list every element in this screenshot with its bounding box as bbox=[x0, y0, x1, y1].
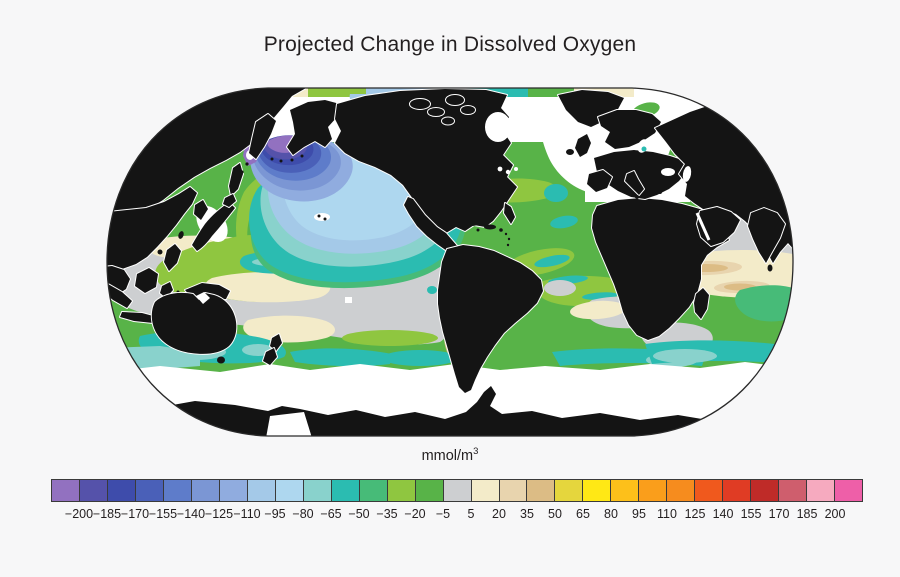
landmass-kamchatka bbox=[248, 113, 277, 160]
colorbar-tick-label: 65 bbox=[576, 507, 590, 521]
colorbar-tick-label: 200 bbox=[824, 507, 846, 521]
colorbar-cell bbox=[695, 480, 724, 501]
baltic-sea-dot bbox=[641, 146, 647, 152]
colorbar-tick-label: 95 bbox=[632, 507, 646, 521]
colorbar-tick-label: 140 bbox=[712, 507, 734, 521]
colorbar-tick-label: −20 bbox=[404, 507, 426, 521]
colorbar-cell bbox=[835, 480, 863, 501]
colorbar-cell bbox=[219, 480, 248, 501]
colorbar-cell bbox=[247, 480, 276, 501]
colorbar-cell bbox=[135, 480, 164, 501]
colorbar-cell bbox=[779, 480, 808, 501]
colorbar-cell bbox=[79, 480, 108, 501]
colorbar-cell bbox=[611, 480, 640, 501]
colorbar-cell bbox=[331, 480, 360, 501]
colorbar-cell bbox=[583, 480, 612, 501]
world-map bbox=[106, 87, 794, 437]
colorbar-cell bbox=[303, 480, 332, 501]
colorbar-tick-label: −50 bbox=[348, 507, 370, 521]
colorbar-tick-label: −35 bbox=[376, 507, 398, 521]
colorbar-cell bbox=[387, 480, 416, 501]
colorbar-tick-label: −80 bbox=[292, 507, 314, 521]
colorbar-tick-label: −140 bbox=[176, 507, 206, 521]
landmass-australia bbox=[150, 291, 238, 355]
colorbar-cell bbox=[723, 480, 752, 501]
colorbar-tick-label: 170 bbox=[768, 507, 790, 521]
figure-title: Projected Change in Dissolved Oxygen bbox=[263, 33, 637, 56]
landmass-britain bbox=[574, 133, 592, 158]
landmass-north-america bbox=[334, 88, 518, 234]
colorbar-tick-label: 185 bbox=[796, 507, 818, 521]
map-outline bbox=[106, 87, 794, 437]
colorbar-cell bbox=[807, 480, 836, 501]
colorbar-tick-label: 125 bbox=[684, 507, 706, 521]
colorbar-cell bbox=[52, 480, 80, 501]
colorbar-tick-label: −155 bbox=[148, 507, 178, 521]
colorbar-tick-label: −125 bbox=[204, 507, 234, 521]
colorbar-tick-label: −185 bbox=[92, 507, 122, 521]
colorbar-tick-label: 50 bbox=[548, 507, 562, 521]
colorbar-cell bbox=[499, 480, 528, 501]
colorbar-tick-label: −65 bbox=[320, 507, 342, 521]
inland-water-layer bbox=[196, 112, 711, 436]
colorbar bbox=[51, 479, 863, 502]
landmass-africa bbox=[591, 197, 730, 341]
landmass-new-zealand bbox=[269, 333, 283, 352]
colorbar-cell bbox=[163, 480, 192, 501]
colorbar-tick-label: −170 bbox=[120, 507, 150, 521]
landmass-alaska bbox=[286, 99, 341, 156]
colorbar-cell bbox=[275, 480, 304, 501]
colorbar-tick-label: −95 bbox=[264, 507, 286, 521]
landmass-india bbox=[747, 207, 786, 264]
colorbar-unit-label: mmol/m3 bbox=[421, 446, 479, 464]
colorbar-tick-label: 20 bbox=[492, 507, 506, 521]
landmass-madagascar bbox=[693, 287, 710, 320]
colorbar-tick-label: −110 bbox=[233, 507, 261, 521]
colorbar-cell bbox=[751, 480, 780, 501]
colorbar-tick-label: −200 bbox=[64, 507, 94, 521]
colorbar-cell bbox=[555, 480, 584, 501]
colorbar-cell bbox=[415, 480, 444, 501]
colorbar-tick-label: −5 bbox=[435, 507, 451, 521]
colorbar-tick-label: 155 bbox=[740, 507, 762, 521]
colorbar-tick-label: 110 bbox=[657, 507, 677, 521]
colorbar-cell bbox=[191, 480, 220, 501]
landmass-borneo bbox=[134, 267, 159, 294]
colorbar-cell bbox=[471, 480, 500, 501]
colorbar-cell bbox=[107, 480, 136, 501]
colorbar-cell bbox=[527, 480, 556, 501]
landmass-south-america bbox=[437, 244, 544, 394]
colorbar-tick-label: 80 bbox=[604, 507, 618, 521]
colorbar-cell bbox=[359, 480, 388, 501]
colorbar-tick-label: 35 bbox=[520, 507, 534, 521]
landmass-japan bbox=[191, 201, 236, 252]
colorbar-tick-label: 5 bbox=[467, 507, 475, 521]
colorbar-ticks: −200 −185 −170 −155 −140 −125 −110 −95 −80 −65 −50… bbox=[51, 507, 863, 525]
colorbar-cell bbox=[667, 480, 696, 501]
colorbar-cell bbox=[443, 480, 472, 501]
colorbar-cell bbox=[639, 480, 668, 501]
